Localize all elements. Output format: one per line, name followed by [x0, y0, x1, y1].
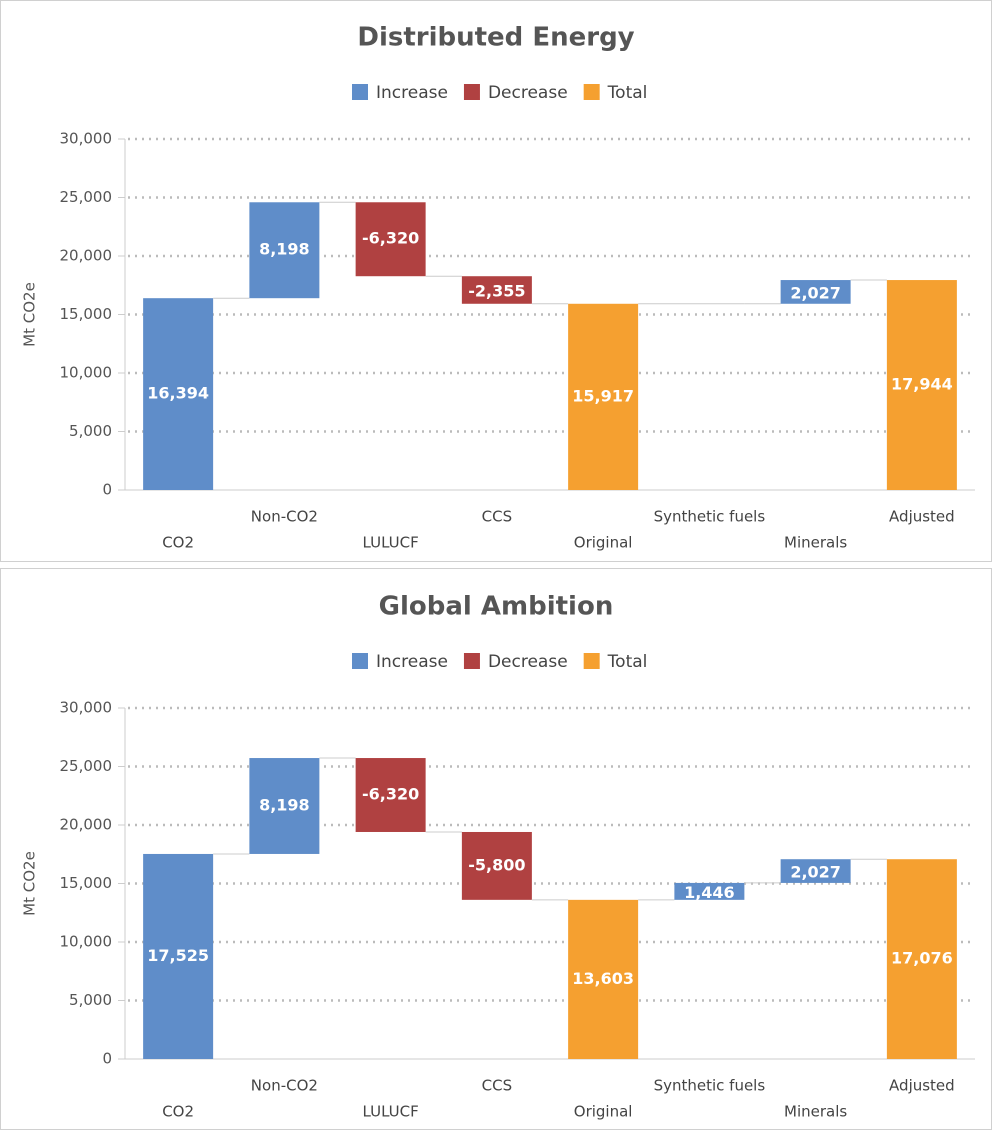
y-tick-label: 10,000	[60, 364, 113, 382]
x-tick-label: Original	[574, 534, 633, 552]
x-tick-label: CCS	[482, 1077, 512, 1095]
bar	[143, 298, 214, 490]
legend-swatch	[463, 653, 480, 669]
legend-swatch	[352, 84, 368, 100]
value-label: 16,394	[147, 384, 209, 403]
value-label: 13,603	[572, 969, 634, 988]
value-label: 8,198	[259, 795, 310, 814]
bar	[780, 280, 851, 304]
x-tick-label: LULUCF	[362, 534, 418, 552]
y-tick-label: 15,000	[60, 305, 113, 323]
bar	[568, 303, 639, 490]
bar	[355, 758, 426, 832]
value-label: 17,944	[891, 375, 953, 394]
legend-label: Decrease	[488, 83, 568, 103]
x-tick-label: CO2	[162, 534, 194, 552]
legend-label: Decrease	[488, 652, 568, 672]
y-tick-label: 5,000	[69, 422, 112, 440]
y-tick-label: 30,000	[60, 130, 113, 148]
bar	[355, 202, 426, 277]
x-tick-label: Adjusted	[889, 508, 955, 526]
y-tick-label: 5,000	[69, 991, 112, 1009]
x-tick-label: Synthetic fuels	[654, 1077, 766, 1095]
x-tick-label: CO2	[162, 1103, 194, 1121]
bar	[886, 859, 957, 1059]
x-tick-label: LULUCF	[362, 1103, 418, 1121]
value-label: -6,320	[362, 229, 419, 248]
legend-swatch	[463, 84, 480, 100]
value-label: -6,320	[362, 785, 419, 804]
legend-label: Total	[607, 83, 648, 103]
y-tick-label: 30,000	[60, 699, 113, 717]
y-tick-label: 0	[102, 1050, 112, 1068]
legend-swatch	[352, 653, 368, 669]
legend-swatch	[583, 653, 600, 669]
y-tick-label: 0	[102, 481, 112, 499]
value-label: 17,076	[891, 949, 953, 968]
bar	[568, 899, 639, 1059]
value-label: 15,917	[572, 386, 634, 405]
y-tick-label: 25,000	[60, 188, 113, 206]
legend-label: Increase	[376, 83, 448, 103]
chart-title: Distributed Energy	[357, 23, 634, 53]
bar	[674, 882, 745, 900]
bar	[461, 831, 532, 900]
value-label: 1,446	[684, 883, 735, 902]
chart-title: Global Ambition	[379, 592, 614, 622]
legend-swatch	[583, 84, 600, 100]
value-label: 2,027	[790, 283, 841, 302]
bar	[249, 758, 320, 854]
bar	[780, 859, 851, 883]
x-tick-label: CCS	[482, 508, 512, 526]
bar	[886, 280, 957, 490]
value-label: -2,355	[468, 281, 525, 300]
x-tick-label: Synthetic fuels	[654, 508, 766, 526]
x-tick-label: Original	[574, 1103, 633, 1121]
y-tick-label: 10,000	[60, 933, 113, 951]
chart: Global Ambition Increase Decrease Total Mt C…	[21, 592, 975, 1121]
y-axis-label: Mt CO2e	[21, 851, 39, 916]
x-tick-label: Minerals	[784, 1103, 847, 1121]
x-tick-label: Non-CO2	[251, 1077, 318, 1095]
value-label: 2,027	[790, 863, 841, 882]
y-tick-label: 25,000	[60, 757, 113, 775]
y-tick-label: 15,000	[60, 874, 113, 892]
y-tick-label: 20,000	[60, 247, 113, 265]
legend-label: Increase	[376, 652, 448, 672]
bar	[249, 202, 320, 299]
chart: Distributed Energy Increase Decrease Total M…	[21, 23, 975, 552]
x-tick-label: Adjusted	[889, 1077, 955, 1095]
value-label: 8,198	[259, 240, 310, 259]
value-label: 17,525	[147, 946, 209, 965]
bar	[461, 276, 532, 304]
y-tick-label: 20,000	[60, 816, 113, 834]
x-tick-label: Non-CO2	[251, 508, 318, 526]
y-axis-label: Mt CO2e	[21, 282, 39, 347]
bar	[143, 853, 214, 1059]
value-label: -5,800	[468, 855, 525, 874]
x-tick-label: Minerals	[784, 534, 847, 552]
legend-label: Total	[607, 652, 648, 672]
